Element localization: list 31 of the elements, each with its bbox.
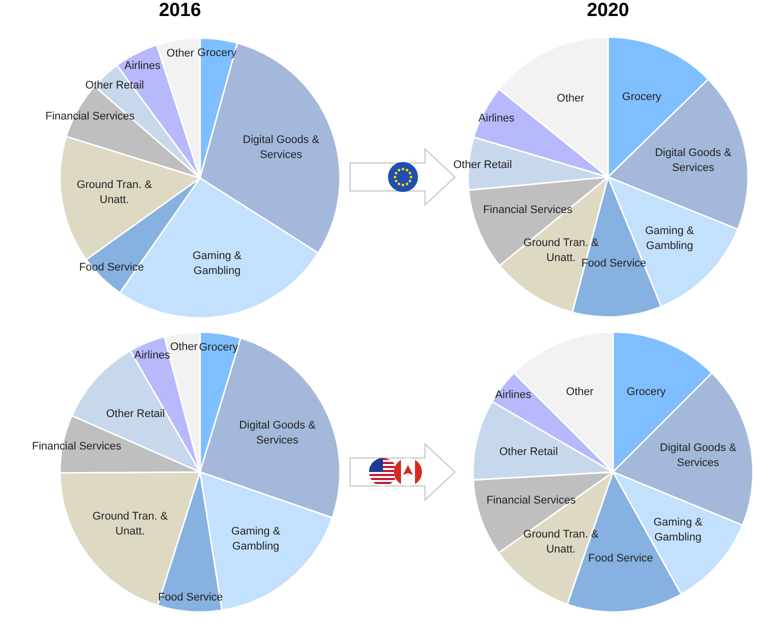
slice-label: Financial Services bbox=[45, 110, 136, 123]
slice-label: Food Service bbox=[588, 552, 654, 564]
slice-label: Other bbox=[556, 92, 585, 105]
slice-label: Other Retail bbox=[85, 79, 144, 92]
slice-label: Other bbox=[166, 47, 194, 60]
slice-label: Digital Goods & Services bbox=[654, 147, 732, 174]
slice-label: Airlines bbox=[478, 112, 515, 124]
chart-title: 2016 bbox=[158, 0, 202, 21]
slice-label: Financial Services bbox=[483, 204, 573, 216]
slice-label: Gaming & Gambling bbox=[231, 525, 281, 552]
slice-label: Grocery bbox=[622, 90, 662, 103]
slice-label: Ground Tran. & Unatt. bbox=[92, 510, 168, 538]
slice-label: Digital Goods & Services bbox=[660, 442, 737, 469]
slice-label: Other bbox=[170, 340, 198, 353]
slice-label: Gaming & Gambling bbox=[653, 516, 704, 544]
slice-label: Other bbox=[566, 386, 594, 398]
slice-label: Other Retail bbox=[453, 158, 512, 171]
slice-label: Airlines bbox=[495, 388, 532, 401]
chart-title: 2020 bbox=[586, 0, 630, 21]
slice-label: Grocery bbox=[626, 386, 666, 398]
slice-label: Ground Tran. & Unatt. bbox=[76, 178, 153, 206]
slice-label: Financial Services bbox=[32, 440, 122, 452]
slice-label: Airlines bbox=[134, 349, 171, 362]
slice-label: Gaming & Gambling bbox=[645, 225, 695, 252]
slice-label: Other Retail bbox=[106, 408, 165, 420]
slice-label: Other Retail bbox=[499, 446, 558, 458]
slice-label: Digital Goods & Services bbox=[239, 420, 316, 446]
slice-label: Digital Goods & Services bbox=[242, 134, 320, 161]
slice-label: Gaming & Gambling bbox=[192, 250, 242, 278]
slice-label: Financial Services bbox=[486, 494, 576, 507]
slice-label: Airlines bbox=[124, 60, 161, 72]
